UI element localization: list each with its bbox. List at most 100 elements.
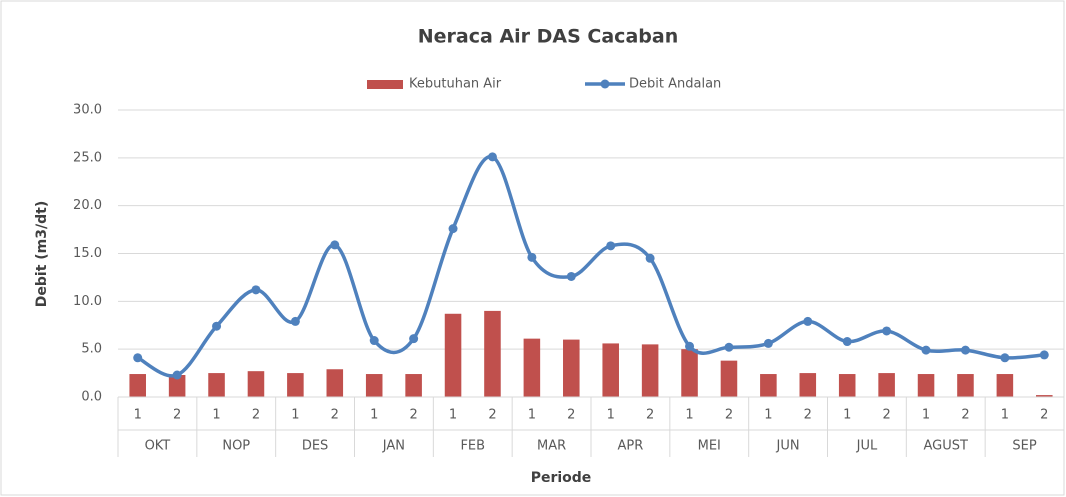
x-group-label: JAN xyxy=(382,439,405,454)
x-group-label: JUN xyxy=(776,439,800,454)
y-tick-label: 30.0 xyxy=(73,103,102,118)
bar xyxy=(760,374,777,397)
x-tick-label: 1 xyxy=(528,408,536,423)
x-group-label: JUL xyxy=(856,439,878,454)
bar xyxy=(917,374,935,397)
line-marker xyxy=(645,253,655,263)
line-marker xyxy=(1039,350,1049,360)
x-tick-label: 1 xyxy=(134,408,142,423)
x-group-label: APR xyxy=(618,439,644,454)
x-group-label: AGUST xyxy=(924,439,969,454)
bar xyxy=(208,373,225,397)
x-tick-label: 2 xyxy=(173,408,181,423)
line-marker xyxy=(960,345,970,355)
x-group-label: MAR xyxy=(537,439,566,454)
x-tick-label: 2 xyxy=(567,408,575,423)
y-tick-label: 5.0 xyxy=(81,342,102,357)
y-tick-label: 15.0 xyxy=(73,246,102,261)
legend-swatch xyxy=(367,80,403,89)
x-tick-label: 1 xyxy=(843,408,851,423)
bar xyxy=(602,343,619,397)
x-tick-label: 1 xyxy=(607,408,615,423)
x-tick-label: 1 xyxy=(370,408,378,423)
x-tick-label: 1 xyxy=(764,408,772,423)
x-tick-label: 1 xyxy=(922,408,930,423)
x-tick-label: 1 xyxy=(685,408,693,423)
y-tick-label: 10.0 xyxy=(73,294,102,309)
line-marker xyxy=(527,252,537,262)
x-group-label: DES xyxy=(302,439,328,454)
bar xyxy=(957,374,974,397)
line-marker xyxy=(448,224,458,234)
line-marker xyxy=(803,316,813,326)
x-tick-label: 2 xyxy=(804,408,812,423)
x-group-label: SEP xyxy=(1012,439,1036,454)
x-group-label: FEB xyxy=(460,439,485,454)
x-tick-label: 2 xyxy=(409,408,417,423)
bar xyxy=(247,371,265,397)
line-marker xyxy=(606,241,616,251)
line-marker xyxy=(685,341,695,351)
bar xyxy=(799,373,817,397)
line-marker xyxy=(172,370,182,380)
legend-label: Kebutuhan Air xyxy=(409,77,502,92)
bar xyxy=(484,310,501,397)
bar xyxy=(444,313,462,397)
bar xyxy=(129,374,146,397)
x-tick-label: 1 xyxy=(1001,408,1009,423)
y-tick-label: 20.0 xyxy=(73,198,102,213)
bar xyxy=(326,369,344,397)
line-marker xyxy=(763,338,773,348)
x-tick-label: 1 xyxy=(449,408,457,423)
line-marker xyxy=(487,152,497,162)
x-tick-label: 1 xyxy=(212,408,220,423)
line-marker xyxy=(369,336,379,346)
y-axis-title: Debit (m3/dt) xyxy=(34,201,50,307)
line-marker xyxy=(212,321,222,331)
x-group-label: MEI xyxy=(698,439,721,454)
bar xyxy=(838,374,856,397)
line-marker xyxy=(842,337,852,347)
bar xyxy=(878,373,895,397)
legend-marker xyxy=(600,79,610,89)
x-tick-label: 2 xyxy=(882,408,890,423)
x-group-label: NOP xyxy=(222,439,250,454)
line-marker xyxy=(882,326,892,336)
bar xyxy=(641,344,659,397)
x-group-label: OKT xyxy=(145,439,171,454)
bar xyxy=(996,374,1014,397)
bar xyxy=(1036,395,1053,397)
line-marker xyxy=(133,353,143,363)
y-tick-label: 0.0 xyxy=(81,390,102,405)
line-marker xyxy=(409,334,419,344)
line-marker xyxy=(290,316,300,326)
legend-label: Debit Andalan xyxy=(629,77,721,92)
x-axis-title: Periode xyxy=(531,470,592,486)
x-tick-label: 2 xyxy=(252,408,260,423)
x-tick-label: 2 xyxy=(961,408,969,423)
bar xyxy=(720,360,738,397)
bar xyxy=(405,374,422,397)
line-marker xyxy=(921,345,931,355)
x-tick-label: 1 xyxy=(291,408,299,423)
bar xyxy=(287,373,304,397)
x-tick-label: 2 xyxy=(488,408,496,423)
x-tick-label: 2 xyxy=(646,408,654,423)
bar xyxy=(563,339,580,397)
chart-title: Neraca Air DAS Cacaban xyxy=(418,26,678,48)
bar xyxy=(681,349,698,397)
bar xyxy=(168,374,186,397)
bar xyxy=(523,338,541,397)
x-tick-label: 2 xyxy=(725,408,733,423)
x-tick-label: 2 xyxy=(1040,408,1048,423)
line-marker xyxy=(251,285,261,295)
x-tick-label: 2 xyxy=(331,408,339,423)
line-marker xyxy=(330,240,340,250)
y-tick-label: 25.0 xyxy=(73,150,102,165)
line-marker xyxy=(724,342,734,352)
bar xyxy=(365,374,383,397)
line-marker xyxy=(1000,353,1010,363)
line-marker xyxy=(566,271,576,281)
